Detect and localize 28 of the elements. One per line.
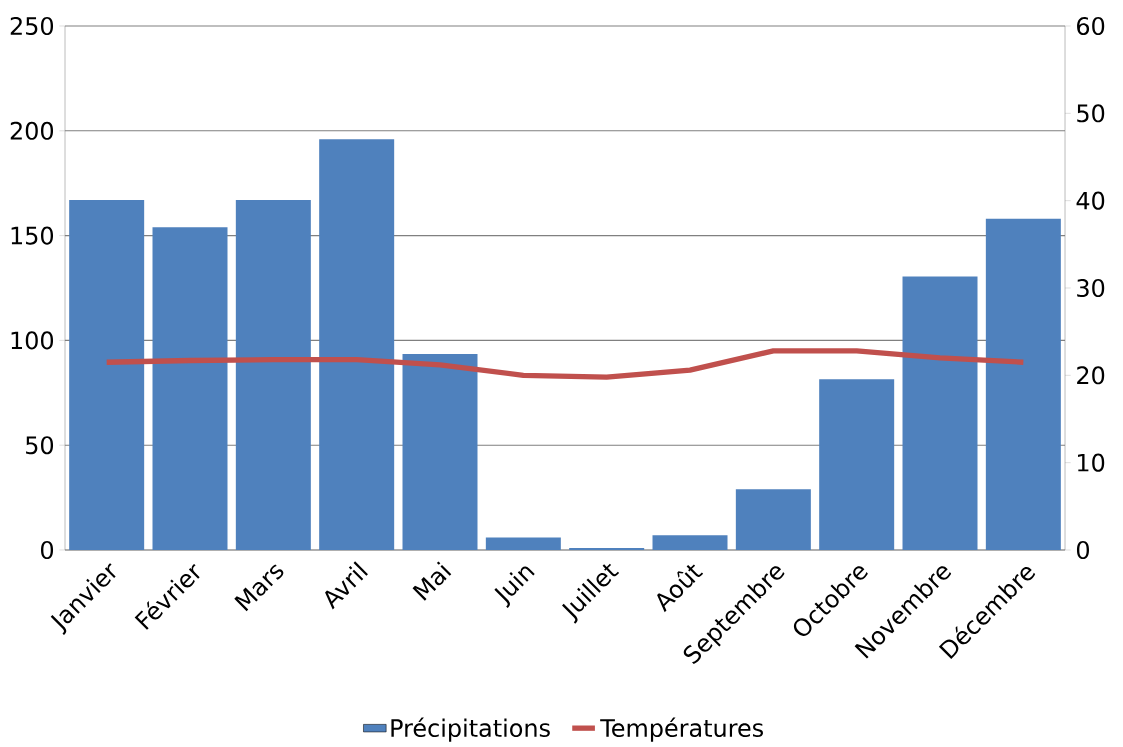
bar — [69, 199, 145, 550]
bar — [152, 227, 228, 550]
bar — [485, 537, 561, 550]
bar — [735, 489, 811, 550]
bar — [652, 535, 728, 550]
bar — [902, 276, 978, 550]
y-tick-label: 250 — [10, 16, 54, 36]
y2-tick-label: 50 — [1077, 104, 1105, 123]
y-tick-label: 100 — [11, 331, 54, 350]
y2-tick-label: 30 — [1077, 278, 1105, 298]
y-tick-label: 200 — [10, 121, 54, 140]
y2-tick-label: 0 — [1076, 540, 1089, 560]
x-tick-label: Mai — [412, 561, 452, 601]
y2-tick-label: 20 — [1077, 366, 1105, 385]
legend-label: Températures — [600, 717, 763, 742]
y2-tick-label: 10 — [1078, 453, 1105, 472]
y2-tick-label: 60 — [1077, 16, 1105, 36]
bar — [985, 218, 1061, 550]
y-tick-label: 50 — [26, 436, 54, 455]
bar — [319, 139, 395, 550]
bar — [235, 199, 311, 550]
bar — [819, 379, 895, 550]
bar — [402, 354, 478, 550]
y-tick-label: 150 — [11, 226, 54, 245]
y2-tick-label: 40 — [1076, 191, 1105, 210]
bar — [569, 547, 645, 550]
y-tick-label: 0 — [41, 540, 54, 560]
legend-label: Précipitations — [391, 717, 550, 742]
